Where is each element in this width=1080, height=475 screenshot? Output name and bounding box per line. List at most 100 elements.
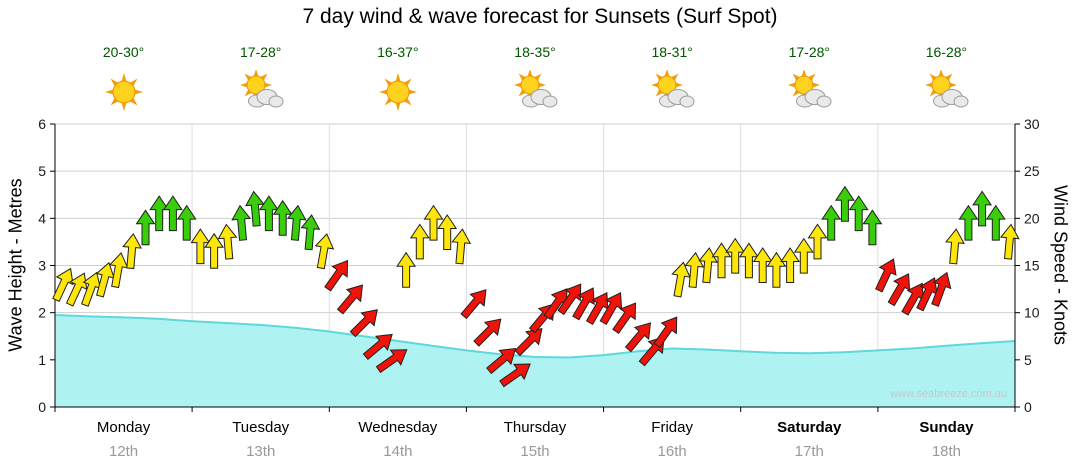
wind-arrow: [793, 237, 814, 274]
right-axis-title: Wind Speed - Knots: [1050, 184, 1071, 346]
svg-text:3: 3: [38, 258, 46, 274]
wind-arrow: [149, 195, 170, 232]
wind-arrow: [108, 252, 129, 289]
wind-arrow: [738, 242, 759, 279]
day-name-label: Friday: [651, 419, 693, 436]
sun-cloud-icon: [648, 69, 696, 114]
wind-arrow: [862, 209, 883, 246]
svg-text:30: 30: [1024, 116, 1040, 132]
day-date-label: 16th: [657, 443, 687, 460]
svg-text:6: 6: [38, 116, 46, 132]
wind-arrow: [451, 228, 472, 265]
svg-text:25: 25: [1024, 163, 1040, 179]
wind-arrow: [244, 190, 265, 227]
wind-arrow: [349, 309, 378, 338]
wind-arrow: [999, 223, 1020, 260]
wind-arrow: [821, 204, 842, 241]
wind-arrow: [671, 261, 691, 298]
wind-arrow: [437, 214, 458, 250]
wind-arrow: [958, 204, 979, 241]
sun-icon: [100, 70, 148, 114]
wind-arrow: [875, 258, 897, 293]
day-date-label: 18th: [931, 443, 962, 460]
day-name-label: Monday: [96, 419, 151, 436]
day-temp-range: 18-31°: [651, 44, 693, 60]
wind-arrow: [80, 271, 102, 307]
wind-arrow: [135, 209, 156, 246]
day-temp-range: 16-28°: [925, 44, 968, 60]
day-name-label: Saturday: [777, 419, 842, 436]
day-date-label: 17th: [794, 443, 824, 460]
wind-arrow: [985, 204, 1006, 241]
wind-arrow: [931, 271, 952, 307]
wind-arrow: [834, 185, 855, 222]
wind-arrow: [752, 247, 773, 283]
wind-arrow: [473, 318, 502, 347]
wind-arrow: [557, 283, 582, 316]
day-date-label: 14th: [383, 443, 413, 460]
wind-arrow: [314, 233, 335, 270]
wind-arrow: [336, 284, 364, 315]
day-date-label: 12th: [108, 443, 139, 460]
wind-arrow: [945, 228, 965, 265]
day-temp-range: 20-30°: [102, 44, 145, 60]
svg-text:20: 20: [1024, 210, 1040, 226]
day-date-label: 15th: [520, 443, 550, 460]
day-temp-range: 18-35°: [514, 44, 556, 60]
wind-arrow: [499, 363, 531, 388]
wind-arrow: [807, 223, 828, 260]
day-date-label: 13th: [246, 443, 276, 460]
wind-arrow: [972, 190, 993, 227]
sun-icon: [374, 70, 422, 114]
svg-text:5: 5: [38, 163, 46, 179]
wind-arrow: [725, 237, 746, 274]
wind-arrow: [901, 282, 924, 316]
sun-cloud-icon: [237, 69, 285, 114]
day-temp-range: 16-37°: [377, 44, 419, 60]
wind-arrow: [848, 195, 869, 232]
svg-text:5: 5: [1024, 352, 1032, 368]
wind-arrow: [916, 277, 938, 312]
wind-arrow: [204, 232, 225, 269]
wind-arrow: [217, 223, 238, 260]
wind-arrow: [572, 287, 595, 321]
wind-arrow: [612, 302, 637, 335]
day-name-label: Sunday: [919, 419, 974, 436]
wind-arrow: [95, 261, 115, 298]
wind-arrow: [52, 267, 74, 302]
wind-arrow: [423, 204, 444, 241]
wind-arrow: [272, 199, 293, 236]
day-temp-range: 17-28°: [240, 44, 282, 60]
svg-text:0: 0: [1024, 399, 1032, 415]
wind-arrow: [190, 228, 211, 265]
wave-height-line: [54, 314, 1016, 359]
svg-text:2: 2: [38, 305, 46, 321]
watermark: www.seabreeze.com.au: [889, 388, 1007, 400]
day-name-label: Wednesday: [358, 419, 438, 436]
wind-arrow: [624, 322, 652, 353]
wind-arrow: [486, 347, 517, 375]
wind-arrow: [258, 195, 279, 232]
wind-arrow: [362, 333, 393, 361]
wind-arrow: [122, 232, 143, 270]
svg-text:1: 1: [38, 352, 46, 368]
day-name-label: Tuesday: [232, 419, 290, 436]
wind-arrow: [766, 251, 787, 288]
wind-arrow: [460, 289, 487, 320]
svg-text:15: 15: [1024, 258, 1040, 274]
wind-arrow: [162, 195, 183, 232]
wind-arrow: [514, 327, 543, 357]
wind-arrow: [780, 247, 801, 283]
svg-text:0: 0: [38, 399, 46, 415]
wind-arrow: [543, 288, 568, 320]
sun-cloud-icon: [922, 69, 970, 114]
svg-text:4: 4: [38, 210, 46, 226]
wind-arrow: [887, 273, 911, 307]
chart-title: 7 day wind & wave forecast for Sunsets (…: [302, 5, 778, 28]
day-temp-range: 17-28°: [788, 44, 830, 60]
wind-arrow: [176, 204, 197, 241]
svg-text:10: 10: [1024, 305, 1040, 321]
wind-arrow: [286, 204, 307, 241]
wind-arrow: [599, 291, 623, 326]
